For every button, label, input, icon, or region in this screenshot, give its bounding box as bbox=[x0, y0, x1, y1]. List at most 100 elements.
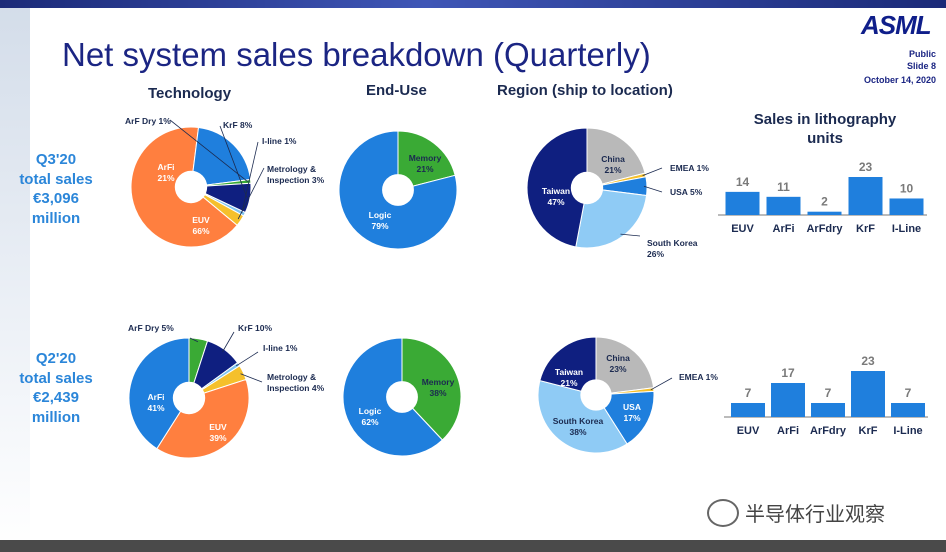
q2-technology-leader-arf-dry bbox=[189, 337, 199, 343]
q3-technology-leader-metrology-inspection bbox=[237, 167, 265, 220]
bottom-bar bbox=[0, 540, 946, 552]
q2-technology-label-arf-dry: ArF Dry 5% bbox=[128, 323, 174, 333]
wechat-icon bbox=[707, 498, 739, 527]
q3-units-value-euv: 14 bbox=[736, 175, 750, 189]
q3-units-category-euv: EUV bbox=[731, 223, 754, 235]
q2-region-slice-usa bbox=[595, 390, 655, 445]
q3-technology-label-i-line: I-line 1% bbox=[262, 136, 297, 146]
q3-technology-leader-i-line bbox=[241, 141, 259, 213]
column-heading-region: Region (ship to location) bbox=[497, 82, 673, 99]
q3-units-value-i-line: 10 bbox=[900, 181, 914, 195]
background-decoration bbox=[0, 0, 30, 552]
q3-region-label-usa: USA 5% bbox=[670, 187, 703, 197]
top-band bbox=[0, 0, 946, 8]
q2-technology-slice-euv bbox=[156, 378, 250, 459]
q2-units-category-i-line: I-Line bbox=[893, 425, 922, 437]
q2-region-label-usa: USA 17% bbox=[623, 402, 641, 423]
asml-logo: ASML bbox=[861, 10, 932, 40]
q2-technology-slice-arfi bbox=[128, 337, 190, 450]
column-heading-units: Sales in lithography units bbox=[753, 111, 897, 147]
q3-end-use-slice-memory bbox=[397, 130, 456, 191]
q2-technology-label-metrology-inspection: Metrology & Inspection 4% bbox=[267, 372, 325, 393]
q3-region-slice-south-korea bbox=[575, 187, 648, 249]
q2-region-donut-hole bbox=[580, 379, 612, 411]
q2-units-category-arfi: ArFi bbox=[777, 425, 799, 437]
q3-units-value-arfdry: 2 bbox=[821, 195, 828, 209]
column-heading-technology: Technology bbox=[148, 85, 232, 102]
q2-units-category-krf: KrF bbox=[859, 425, 878, 437]
row-label-q3: Q3'20 total sales €3,096 million bbox=[19, 151, 93, 227]
q3-units-category-krf: KrF bbox=[856, 223, 875, 235]
q2-units-category-euv: EUV bbox=[737, 425, 760, 437]
slide-date: October 14, 2020 bbox=[863, 75, 936, 85]
q3-units-category-arfi: ArFi bbox=[773, 223, 795, 235]
q3-units-value-krf: 23 bbox=[859, 160, 873, 174]
q3-technology-donut-hole bbox=[174, 170, 208, 204]
q3-technology-slice-metrology-inspection bbox=[190, 186, 245, 226]
q2-end-use-label-logic: Logic 62% bbox=[359, 406, 382, 427]
classification-label: Public bbox=[908, 49, 936, 59]
q3-technology-leader-arf-dry bbox=[169, 119, 248, 182]
q3-technology-label-arf-dry: ArF Dry 1% bbox=[125, 116, 171, 126]
q2-end-use-slice-memory bbox=[401, 337, 462, 441]
slide-title: Net system sales breakdown (Quarterly) bbox=[62, 36, 651, 73]
row-label-q2: Q2'20 total sales €2,439 million bbox=[19, 350, 93, 426]
q2-units-bar-arfdry bbox=[811, 403, 845, 417]
q3-technology-label-arfi: ArFi 21% bbox=[157, 162, 174, 183]
q2-technology-leader-metrology-inspection bbox=[240, 373, 263, 383]
q2-region-label-south-korea: South Korea 38% bbox=[553, 416, 604, 437]
q3-units-category-arfdry: ArFdry bbox=[806, 223, 843, 235]
q2-technology-label-arfi: ArFi 41% bbox=[147, 392, 164, 413]
column-heading-end-use: End-Use bbox=[366, 82, 427, 99]
q3-region-leader-emea bbox=[642, 167, 663, 176]
q2-technology-label-i-line: I-line 1% bbox=[263, 343, 298, 353]
q2-region-leader-emea bbox=[650, 377, 673, 391]
slide-number: Slide 8 bbox=[906, 61, 936, 71]
q2-region-label-emea: EMEA 1% bbox=[679, 372, 718, 382]
q2-units-value-arfdry: 7 bbox=[825, 386, 832, 400]
q3-technology-label-metrology-inspection: Metrology & Inspection 3% bbox=[267, 164, 325, 185]
q3-region-label-south-korea: South Korea 26% bbox=[647, 238, 698, 259]
q2-units-value-i-line: 7 bbox=[905, 386, 912, 400]
q2-technology-label-euv: EUV 39% bbox=[209, 422, 227, 443]
q3-units-bar-arfdry bbox=[807, 211, 842, 215]
q2-units-bar-i-line bbox=[891, 403, 925, 417]
q3-region-leader-south-korea bbox=[620, 233, 641, 237]
q3-units-bar-euv bbox=[725, 191, 760, 215]
q3-technology-label-euv: EUV 66% bbox=[192, 215, 210, 236]
q2-region-slice-china bbox=[595, 336, 655, 396]
q3-region-label-emea: EMEA 1% bbox=[670, 163, 709, 173]
q2-units-value-krf: 23 bbox=[861, 354, 875, 368]
watermark: 半导体行业观察 bbox=[707, 498, 885, 527]
q3-end-use-label-memory: Memory 21% bbox=[409, 153, 442, 174]
q3-units-bar-i-line bbox=[889, 198, 924, 215]
q3-technology-label-krf: KrF 8% bbox=[223, 120, 253, 130]
q2-technology-donut-hole bbox=[172, 381, 206, 415]
q2-units-bar-krf bbox=[851, 371, 885, 417]
q3-units-bar-krf bbox=[848, 177, 883, 215]
q2-region-label-china: China 23% bbox=[606, 353, 630, 374]
q2-units-bar-arfi bbox=[771, 383, 805, 417]
q3-units-category-i-line: I-Line bbox=[892, 223, 921, 235]
q3-region-label-taiwan: Taiwan 47% bbox=[542, 186, 570, 207]
q2-technology-leader-krf bbox=[222, 331, 235, 353]
q3-units-value-arfi: 11 bbox=[777, 180, 790, 194]
q3-region-leader-usa bbox=[643, 185, 663, 193]
q3-units-bar-arfi bbox=[766, 196, 801, 215]
q2-units-bar-euv bbox=[731, 403, 765, 417]
watermark-text: 半导体行业观察 bbox=[745, 504, 885, 526]
q2-region-slice-taiwan bbox=[539, 336, 597, 396]
q3-region-slice-china bbox=[586, 127, 646, 189]
q2-units-category-arfdry: ArFdry bbox=[810, 425, 847, 437]
q3-region-label-china: China 21% bbox=[601, 154, 625, 175]
q2-end-use-donut-hole bbox=[386, 381, 418, 413]
q2-units-value-euv: 7 bbox=[745, 386, 752, 400]
q2-technology-leader-i-line bbox=[235, 351, 259, 367]
q2-technology-label-krf: KrF 10% bbox=[238, 323, 272, 333]
q3-technology-leader-krf bbox=[219, 125, 248, 198]
q2-units-value-arfi: 17 bbox=[781, 366, 795, 380]
q3-end-use-label-logic: Logic 79% bbox=[369, 210, 392, 231]
q3-end-use-donut-hole bbox=[382, 174, 414, 206]
q2-region-label-taiwan: Taiwan 21% bbox=[555, 367, 583, 388]
